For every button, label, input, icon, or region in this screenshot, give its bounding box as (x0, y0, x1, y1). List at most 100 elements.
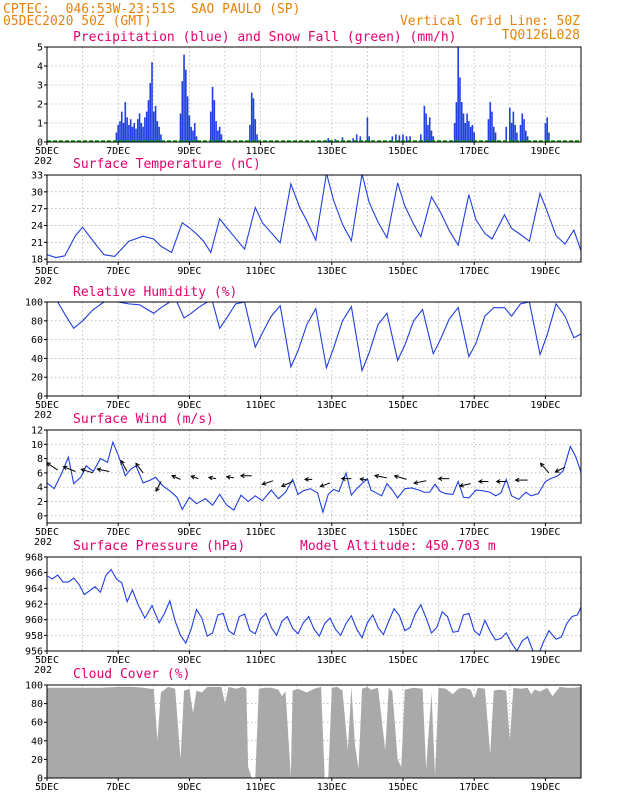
precipitation-bar (430, 130, 433, 142)
cloud-cover-area (47, 686, 581, 778)
y-tick-label: 80 (31, 699, 43, 710)
x-tick-label: 17DEC (459, 782, 489, 793)
x-tick-label: 11DEC (246, 146, 276, 157)
x-tick-label: 7DEC (106, 400, 130, 411)
wind-frame (46, 429, 582, 524)
y-tick-label: 40 (31, 736, 43, 747)
precipitation-bar (193, 123, 196, 142)
precipitation-bar (510, 123, 513, 142)
precipitation-bar (519, 124, 522, 142)
header-run-time: 05DEC2020 50Z (GMT) (3, 14, 152, 29)
precipitation-bar (188, 115, 191, 142)
y-tick-label: 10 (31, 440, 43, 451)
precipitation-bar (464, 123, 467, 142)
precipitation-bar (133, 123, 136, 142)
y-tick-label: 0 (37, 392, 43, 403)
model-altitude-label: Model Altitude: 450.703 m (300, 539, 496, 554)
year-label-fragment: 202 (34, 537, 52, 548)
wind-direction-arrow (394, 475, 407, 480)
humidity-panel-title: Relative Humidity (%) (73, 285, 237, 300)
precipitation-bar (252, 98, 255, 142)
wind-arrow-head (155, 487, 160, 493)
precipitation-bar (489, 102, 492, 142)
wind-arrow-head (437, 476, 443, 481)
precipitation-bar (211, 86, 214, 142)
x-tick-label: 19DEC (530, 655, 560, 666)
precipitation-bar (428, 117, 431, 142)
wind-direction-arrow (63, 466, 76, 472)
wind-arrow-head (190, 475, 196, 480)
y-tick-label: 80 (31, 316, 43, 327)
humidity-panel: 0 20 40 60 80 100 5DEC 7DEC 9DEC 11DEC 13DEC 15DEC 1… (25, 285, 582, 421)
y-tick-label: 4 (37, 483, 43, 494)
x-tick-label: 11DEC (246, 400, 276, 411)
precipitation-bar (217, 130, 219, 142)
precipitation-bar (469, 126, 472, 142)
precipitation-bar (149, 83, 152, 142)
wind-arrow-head (477, 479, 483, 484)
precipitation-bar (128, 124, 130, 142)
x-tick-label: 9DEC (177, 527, 201, 538)
y-tick-label: 5 (37, 43, 43, 54)
wind-direction-arrow (281, 481, 293, 487)
wind-arrow-head (239, 473, 245, 479)
header-model-code: TQ0126L028 (502, 28, 580, 43)
precipitation-bar (190, 126, 192, 142)
wind-direction-arrow (208, 476, 217, 480)
header-location: CPTEC: 046:53W-23:51S SAO PAULO (SP) (3, 2, 300, 17)
precipitation-bar (425, 113, 427, 142)
precipitation-bar (220, 134, 223, 142)
x-tick-label: 7DEC (106, 527, 130, 538)
wind-direction-arrow (46, 462, 58, 471)
y-tick-label: 962 (25, 600, 43, 611)
precipitation-bar (158, 126, 160, 142)
precipitation-bar (183, 54, 185, 142)
y-tick-label: 2 (37, 100, 43, 111)
x-tick-label: 5DEC (35, 146, 59, 157)
precipitation-bar (250, 92, 253, 142)
wind-direction-arrow (226, 476, 234, 479)
precipitation-bar (459, 77, 461, 142)
wind-direction-arrow (171, 475, 181, 480)
precipitation-bar (391, 136, 394, 142)
y-tick-label: 100 (25, 681, 43, 692)
temperature-panel-title: Surface Temperature (nC) (73, 157, 261, 172)
x-tick-label: 9DEC (177, 655, 201, 666)
precipitation-bar (254, 119, 257, 142)
precipitation-bar (398, 135, 401, 142)
x-tick-label: 17DEC (459, 146, 489, 157)
wind-arrow-head (495, 479, 501, 484)
wind-direction-arrow (97, 468, 110, 472)
precipitation-bar (405, 136, 408, 142)
precipitation-bar (181, 81, 184, 142)
wind-direction-arrow (190, 475, 199, 480)
precipitation-bar (117, 124, 119, 142)
precipitation-bar (129, 119, 132, 142)
y-tick-label: 960 (25, 615, 43, 626)
x-tick-label: 9DEC (177, 266, 201, 277)
x-tick-label: 15DEC (388, 527, 418, 538)
wind-arrow-head (340, 476, 346, 481)
x-tick-label: 17DEC (459, 400, 489, 411)
precipitation-bar (432, 136, 435, 142)
humidity-frame (46, 301, 582, 397)
precipitation-bar (548, 132, 550, 142)
wind-arrow-head (303, 477, 309, 482)
wind-arrow-head (393, 474, 399, 479)
precipitation-bar (516, 132, 518, 142)
x-tick-label: 5DEC (35, 266, 59, 277)
wind-arrow-head (171, 474, 177, 480)
precipitation-bar (473, 132, 475, 142)
header-grid-note: Vertical Grid Line: 50Z (400, 14, 580, 29)
precipitation-bar (546, 117, 548, 142)
wind-arrow-head (62, 465, 68, 471)
x-tick-label: 7DEC (106, 146, 130, 157)
wind-direction-arrow (374, 475, 388, 479)
precipitation-bar (249, 124, 251, 142)
precip-panel-title: Precipitation (blue) and Snow Fall (gree… (73, 30, 457, 45)
wind-direction-arrow (120, 460, 128, 472)
y-tick-label: 60 (31, 718, 43, 729)
x-tick-label: 17DEC (459, 655, 489, 666)
precipitation-bar (352, 138, 354, 142)
precipitation-bar (215, 121, 217, 142)
